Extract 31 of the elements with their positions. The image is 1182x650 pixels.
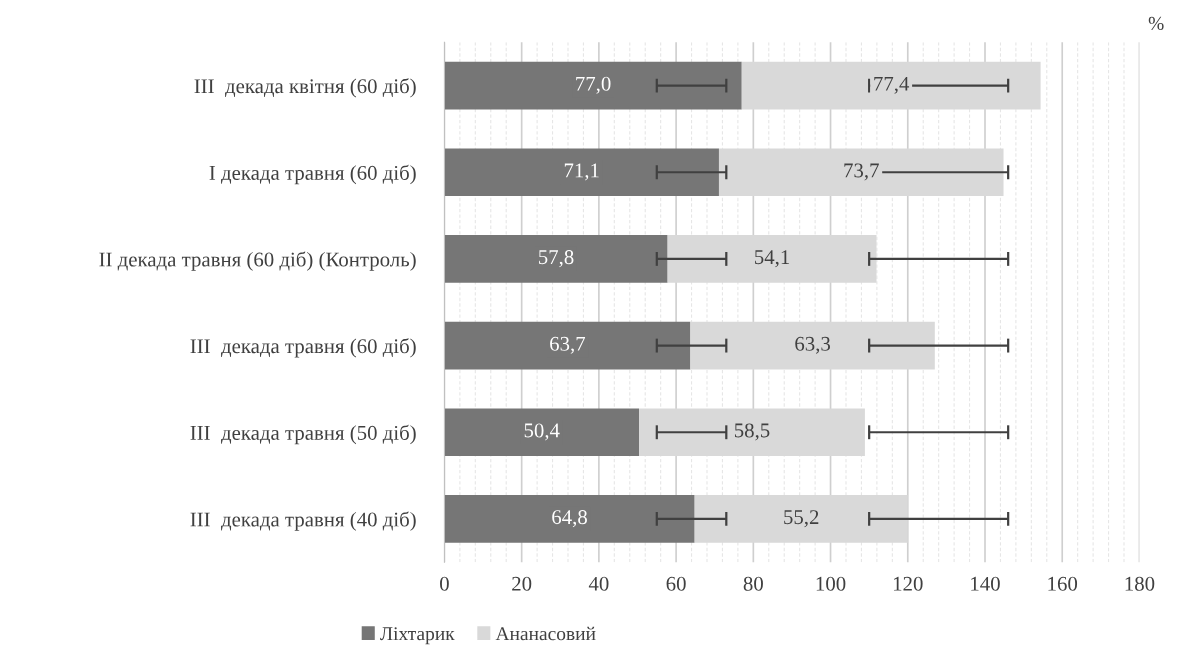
x-tick-label: 80 [743, 576, 763, 591]
data-label: 55,2 [784, 510, 819, 528]
x-tick-label: 100 [816, 576, 846, 591]
data-label: 64,8 [552, 510, 587, 528]
y-tick-label: I декада травня (60 діб) [209, 164, 416, 185]
x-tick-label: 60 [666, 576, 686, 591]
y-tick-label: III декада травня (50 діб) [190, 424, 416, 445]
x-tick-label: 20 [512, 576, 532, 591]
data-label: 71,1 [564, 163, 599, 181]
x-tick-label: 0 [440, 576, 449, 591]
x-tick-label: 140 [971, 576, 1000, 591]
y-tick-label: II декада травня (60 діб) (Контроль) [99, 251, 416, 271]
data-label: 73,7 [844, 163, 879, 181]
y-tick-label: III декада травня (60 діб) [190, 338, 416, 358]
data-label: 57,8 [539, 250, 574, 268]
data-label: 50,4 [524, 423, 560, 441]
legend-label: Ананасовий [495, 626, 596, 641]
y-tick-label: III декада травня (40 діб) [190, 511, 416, 531]
data-label: 77,4 [874, 76, 910, 94]
data-label: 54,1 [755, 250, 790, 268]
data-label: 63,3 [795, 336, 831, 354]
data-label: 77,0 [576, 76, 611, 94]
x-tick-label: 160 [1048, 576, 1078, 591]
legend-label: Ліхтарик [380, 627, 455, 645]
y-tick-label: III декада квітня (60 діб) [194, 78, 416, 98]
text: % [1148, 16, 1164, 30]
x-tick-label: 120 [893, 576, 923, 591]
x-tick-label: 180 [1125, 576, 1155, 591]
data-label: 58,5 [734, 423, 770, 441]
x-tick-label: 40 [588, 576, 609, 591]
data-label: 63,7 [550, 336, 586, 354]
